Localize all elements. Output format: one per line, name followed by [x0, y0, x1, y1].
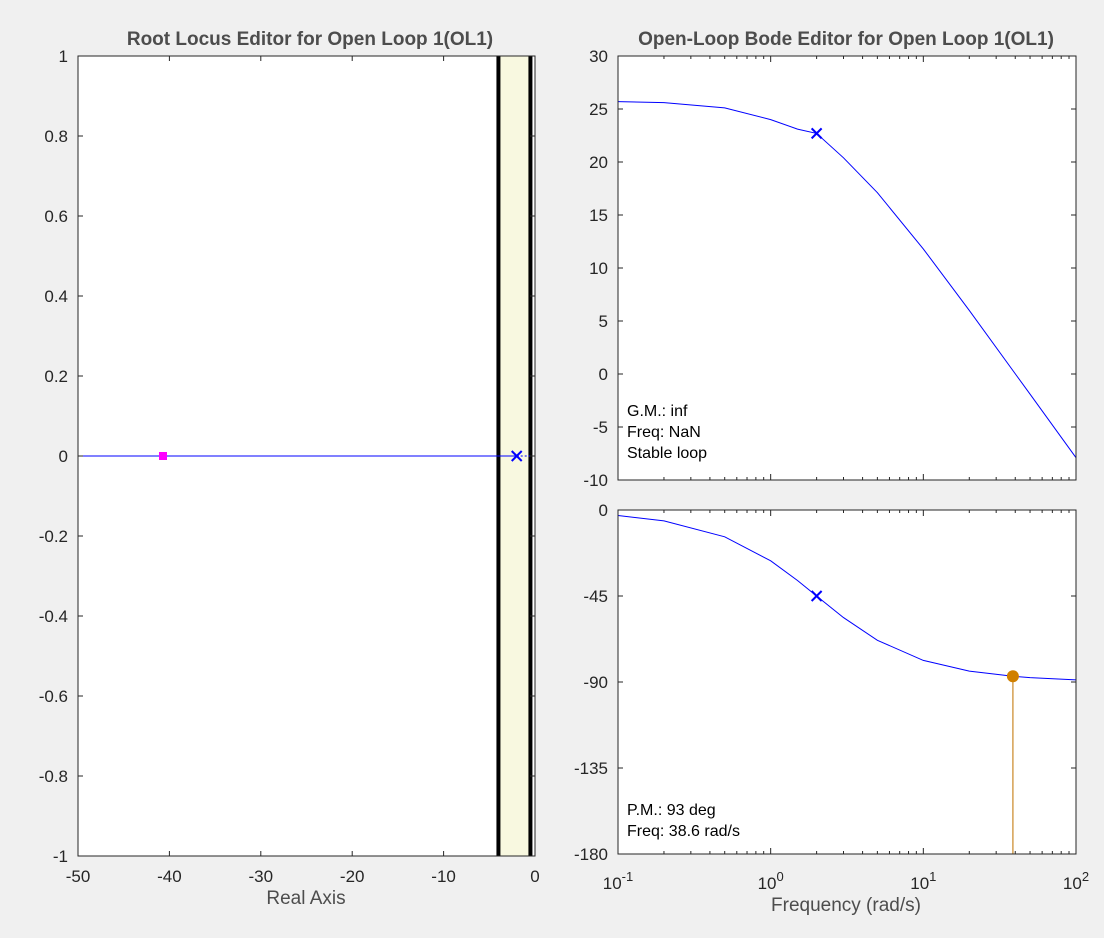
root-locus-title: Root Locus Editor for Open Loop 1(OL1)	[127, 29, 493, 50]
phase-margin-marker	[1006, 670, 1019, 683]
y-tick-label: -90	[583, 673, 608, 692]
bode-magnitude-plot-area[interactable]	[618, 56, 1076, 480]
phase-margin-label: P.M.: 93 deg	[627, 802, 716, 819]
x-tick-label: -20	[340, 867, 365, 886]
y-tick-label: -5	[593, 418, 608, 437]
bode-phase-plot-area[interactable]	[618, 510, 1076, 854]
y-tick-label: 5	[599, 312, 608, 331]
y-tick-label: 25	[589, 100, 608, 119]
magnitude-pole-marker	[810, 127, 823, 140]
closed-loop-pole-marker	[159, 452, 168, 460]
y-tick-label: -0.4	[39, 607, 68, 626]
y-tick-label: -45	[583, 587, 608, 606]
root-locus-xlabel: Real Axis	[266, 888, 345, 909]
y-tick-label: 0	[59, 447, 68, 466]
root-locus-axes[interactable]: -50 -40 -30 -20 -10 0 1 0.8 0.6 0.4 0.2 0 -0.2 -0.4 -0…	[39, 29, 540, 909]
open-loop-pole-marker	[511, 450, 523, 462]
y-tick-label: 0	[599, 365, 608, 384]
x-tick-label: 101	[910, 869, 936, 893]
phase-margin-frequency-label: Freq: 38.6 rad/s	[627, 823, 740, 840]
y-tick-label: -10	[583, 471, 608, 490]
x-tick-label: -40	[157, 867, 182, 886]
x-tick-label: 100	[758, 869, 784, 893]
cross-stroke	[810, 127, 823, 140]
x-tick-label: -10	[431, 867, 456, 886]
phase-pole-marker	[810, 590, 823, 602]
loop-stability-label: Stable loop	[627, 445, 707, 462]
y-tick-label: 10	[589, 259, 608, 278]
x-tick-label: 0	[530, 867, 539, 886]
pole-cross-stroke	[511, 450, 523, 462]
y-tick-label: -0.2	[39, 527, 68, 546]
frequency-axis-label: Frequency (rad/s)	[771, 895, 921, 916]
y-tick-label: 0.2	[44, 367, 68, 386]
y-tick-label: -1	[53, 847, 68, 866]
y-tick-label: -0.8	[39, 767, 68, 786]
y-tick-label: 30	[589, 47, 608, 66]
y-tick-label: 0.4	[44, 287, 68, 306]
x-tick-label: 10-1	[603, 869, 633, 893]
x-tick-label: -50	[66, 867, 91, 886]
magnitude-response-line	[617, 101, 1077, 458]
y-tick-label: -135	[574, 759, 608, 778]
x-tick-label: -30	[249, 867, 274, 886]
y-tick-label: -0.6	[39, 687, 68, 706]
bode-magnitude-axes[interactable]: 30 25 20 15 10 5 0 -5 -10 Open-Loop Bode Editor …	[583, 29, 1077, 490]
y-tick-label: 0.8	[44, 127, 68, 146]
bode-editor-title: Open-Loop Bode Editor for Open Loop 1(OL…	[638, 29, 1054, 50]
bode-phase-axes[interactable]: 10-1 100 101 102 0 -45 -90 -135 -180 Frequency (…	[574, 501, 1089, 916]
y-tick-label: 0	[599, 501, 608, 520]
y-tick-label: 20	[589, 153, 608, 172]
y-tick-label: 0.6	[44, 207, 68, 226]
gain-margin-label: G.M.: inf	[627, 403, 688, 420]
x-tick-label: 102	[1063, 869, 1089, 893]
y-tick-label: 15	[589, 206, 608, 225]
cross-stroke	[810, 590, 823, 602]
gain-margin-frequency-label: Freq: NaN	[627, 424, 701, 441]
y-tick-label: -180	[574, 845, 608, 864]
y-tick-label: 1	[59, 47, 68, 66]
